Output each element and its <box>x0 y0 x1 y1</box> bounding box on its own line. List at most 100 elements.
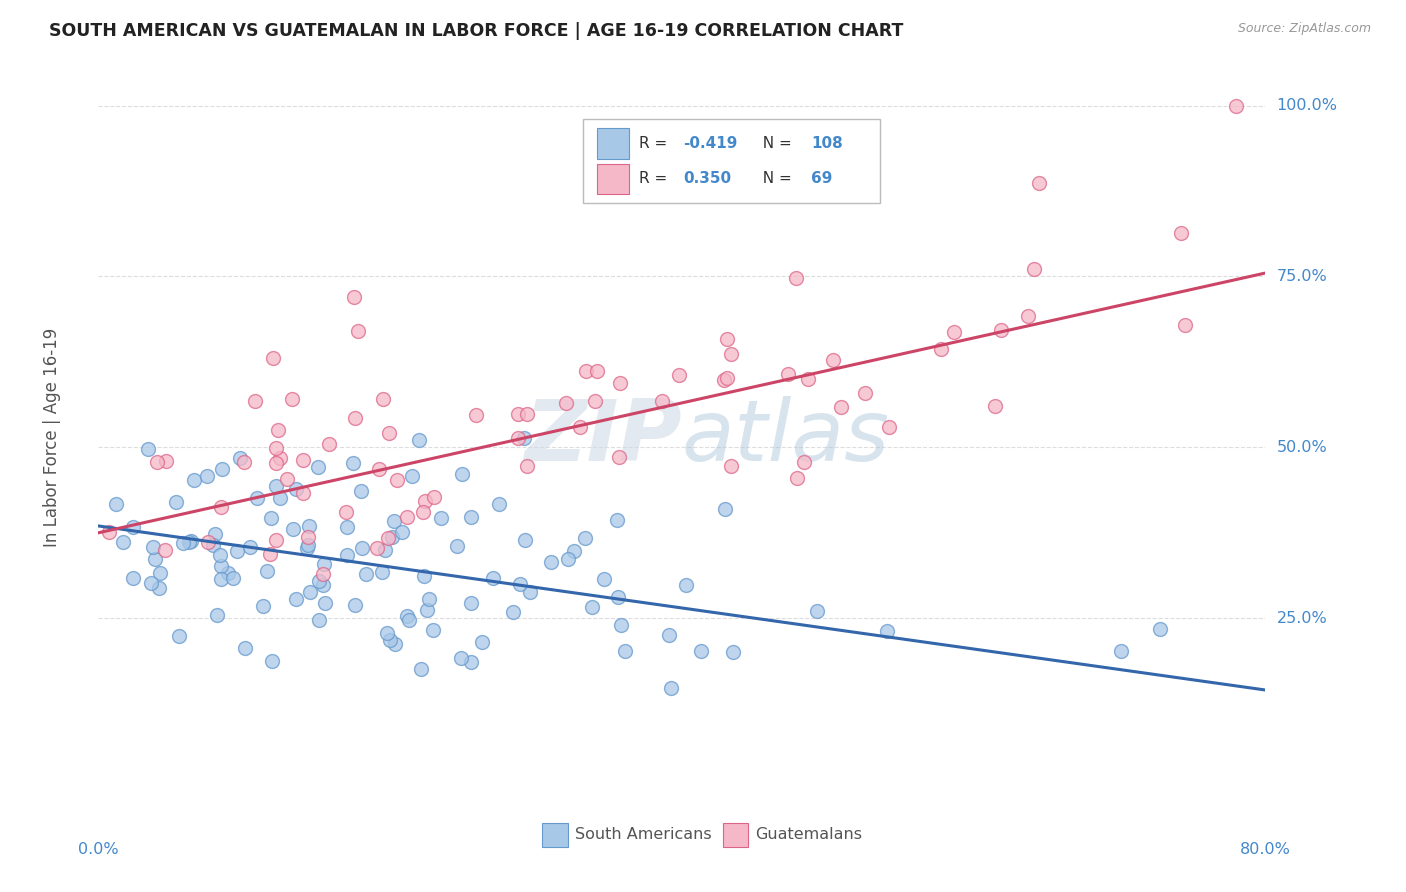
Point <box>396 608 419 623</box>
Point <box>201 538 224 552</box>
Point <box>651 393 673 408</box>
Point <box>381 531 404 545</box>
Point <box>876 624 898 638</box>
Point <box>308 574 330 589</box>
Point <box>207 608 229 623</box>
Point <box>451 467 474 481</box>
Point <box>264 441 287 455</box>
Point <box>146 455 169 469</box>
Point <box>723 644 745 658</box>
Point <box>370 565 392 579</box>
Point <box>830 400 852 414</box>
Point <box>371 392 394 407</box>
FancyBboxPatch shape <box>596 163 630 194</box>
Point <box>482 571 505 585</box>
Point <box>217 566 239 580</box>
Point <box>222 571 245 585</box>
Point <box>540 555 562 569</box>
Point <box>256 564 278 578</box>
Point <box>659 681 682 696</box>
Point <box>396 510 419 524</box>
Point <box>122 520 145 534</box>
Point <box>204 526 226 541</box>
Point <box>366 541 388 555</box>
Point <box>380 633 402 648</box>
Point <box>471 635 494 649</box>
Text: 25.0%: 25.0% <box>1277 611 1327 625</box>
Point <box>613 644 636 658</box>
Point <box>502 605 524 619</box>
Point <box>416 603 439 617</box>
Point <box>239 540 262 554</box>
Point <box>1170 226 1192 240</box>
Point <box>375 625 398 640</box>
Point <box>585 363 607 377</box>
Point <box>209 572 232 586</box>
Point <box>343 598 366 612</box>
Point <box>450 651 472 665</box>
Point <box>606 513 628 527</box>
Point <box>430 510 453 524</box>
Point <box>1109 644 1132 658</box>
Point <box>269 451 291 466</box>
Point <box>554 396 576 410</box>
Text: -0.419: -0.419 <box>683 136 738 152</box>
Point <box>208 548 231 562</box>
FancyBboxPatch shape <box>582 119 880 203</box>
Point <box>284 592 307 607</box>
FancyBboxPatch shape <box>723 823 748 847</box>
Text: R =: R = <box>638 171 672 186</box>
Point <box>418 591 440 606</box>
Point <box>668 368 690 383</box>
Point <box>136 442 159 456</box>
Point <box>720 458 742 473</box>
Point <box>1174 318 1197 332</box>
Point <box>516 407 538 421</box>
Point <box>562 544 585 558</box>
Point <box>264 533 287 548</box>
Point <box>931 342 953 356</box>
Point <box>374 542 396 557</box>
Text: 0.350: 0.350 <box>683 171 731 186</box>
Point <box>574 531 596 545</box>
Point <box>412 505 434 519</box>
Point <box>460 510 482 524</box>
Point <box>211 462 233 476</box>
Point <box>167 629 190 643</box>
Point <box>720 346 742 360</box>
Text: 75.0%: 75.0% <box>1277 268 1327 284</box>
Point <box>226 544 249 558</box>
Point <box>513 432 536 446</box>
Point <box>112 535 135 549</box>
Point <box>335 505 357 519</box>
Point <box>336 520 359 534</box>
Point <box>314 558 336 572</box>
Point <box>786 471 808 485</box>
Point <box>177 534 200 549</box>
Point <box>299 585 322 599</box>
Point <box>284 482 307 496</box>
Point <box>121 571 143 585</box>
Point <box>1022 262 1045 277</box>
Point <box>401 469 423 483</box>
Point <box>142 540 165 554</box>
Text: 80.0%: 80.0% <box>1240 842 1291 856</box>
Text: 100.0%: 100.0% <box>1277 98 1337 113</box>
Point <box>675 578 697 592</box>
Point <box>292 453 315 467</box>
Point <box>806 604 828 618</box>
Point <box>155 454 177 468</box>
Point <box>713 372 735 386</box>
Point <box>262 351 284 366</box>
Point <box>350 483 373 498</box>
Point <box>195 468 218 483</box>
Point <box>266 456 288 470</box>
Text: ZIP: ZIP <box>524 395 682 479</box>
Point <box>336 549 359 563</box>
Point <box>153 542 176 557</box>
Point <box>1225 98 1247 112</box>
Point <box>413 569 436 583</box>
Point <box>446 539 468 553</box>
Text: 108: 108 <box>811 136 844 152</box>
Point <box>139 575 162 590</box>
